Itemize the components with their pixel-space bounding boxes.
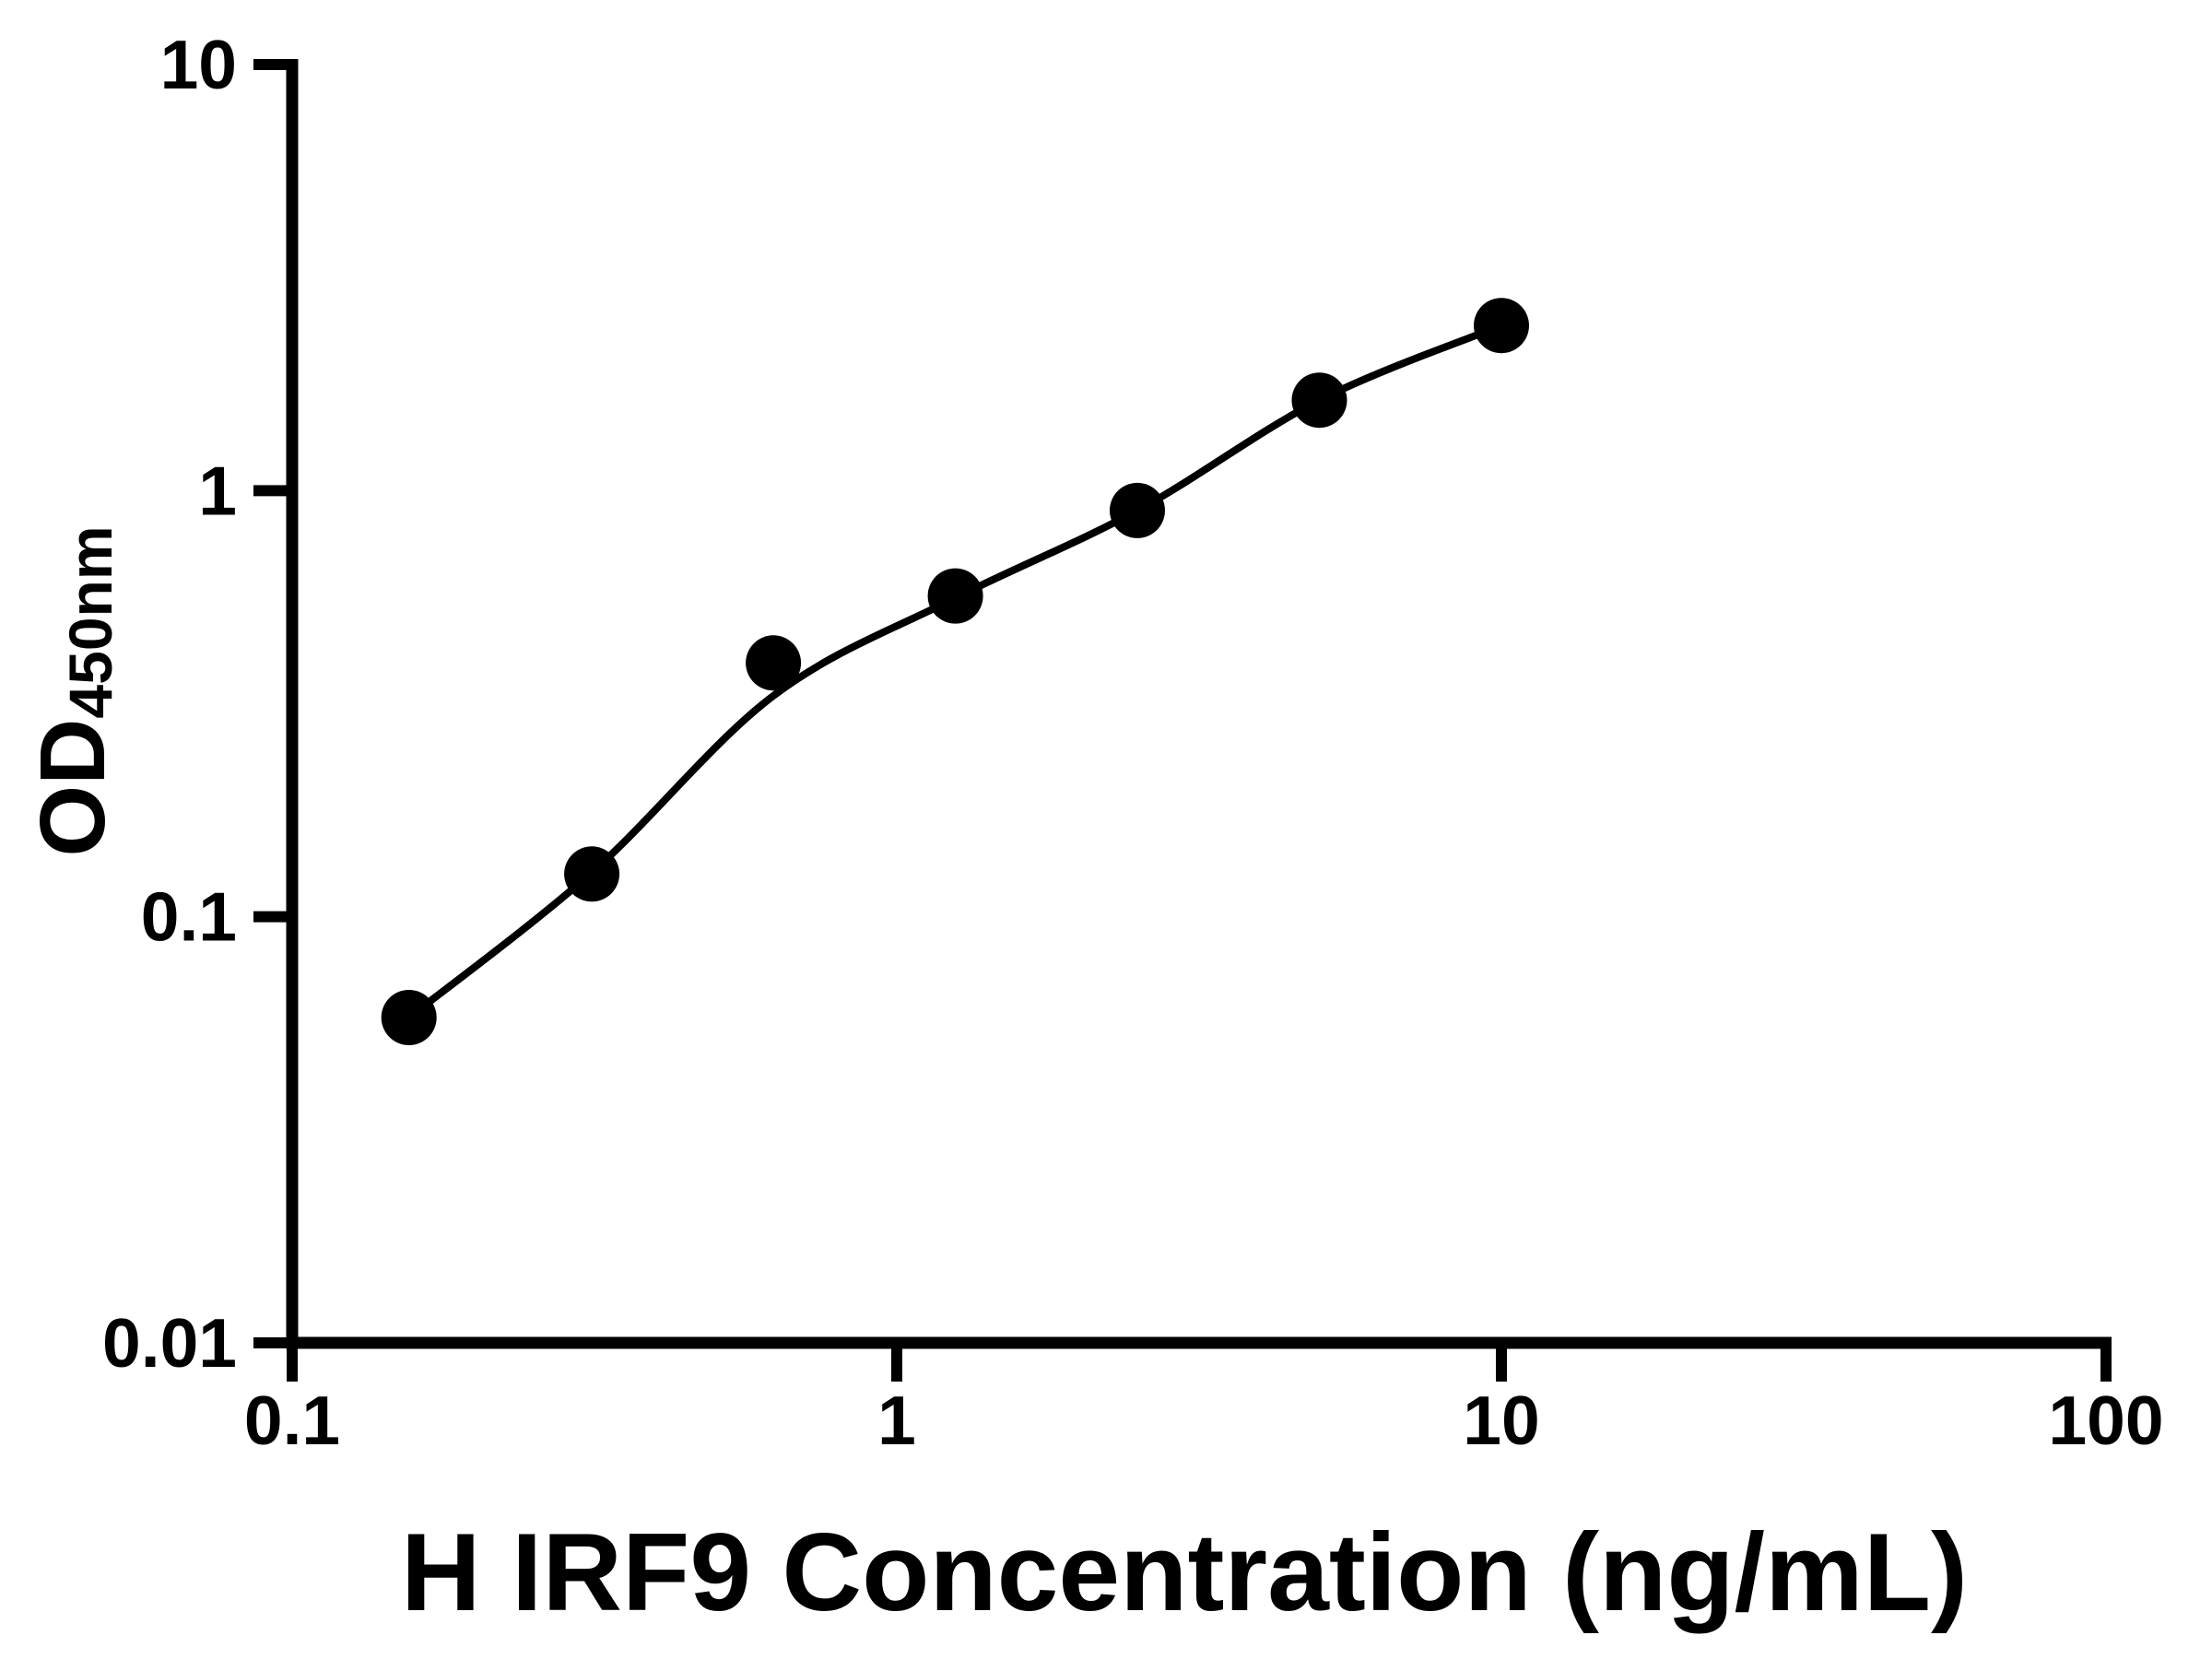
data-point bbox=[564, 846, 620, 902]
axis-ticks bbox=[253, 59, 2112, 1382]
x-tick-label: 0.1 bbox=[244, 1382, 340, 1459]
x-tick-label: 100 bbox=[2048, 1382, 2163, 1459]
fitted-curve bbox=[405, 322, 1505, 1021]
x-tick-label: 1 bbox=[877, 1382, 916, 1459]
data-point bbox=[927, 568, 983, 624]
y-tick-label: 0.1 bbox=[141, 878, 237, 956]
data-point bbox=[746, 635, 802, 691]
y-tick-label: 0.01 bbox=[102, 1304, 237, 1382]
x-axis-title: H IRF9 Concentration (ng/mL) bbox=[401, 1511, 1968, 1634]
y-axis-title-main: OD bbox=[21, 719, 124, 857]
y-axis-title-subscript: 450nm bbox=[56, 525, 124, 718]
axis-lines bbox=[286, 59, 2112, 1349]
data-point bbox=[1474, 298, 1529, 354]
y-axis-title: OD450nm bbox=[21, 525, 124, 856]
y-tick-label: 10 bbox=[160, 26, 237, 103]
data-point bbox=[381, 990, 437, 1045]
data-point bbox=[1291, 372, 1347, 429]
data-point bbox=[1110, 482, 1165, 538]
y-tick-label: 1 bbox=[198, 452, 237, 529]
data-points bbox=[381, 298, 1529, 1045]
x-tick-label: 10 bbox=[1463, 1382, 1539, 1459]
